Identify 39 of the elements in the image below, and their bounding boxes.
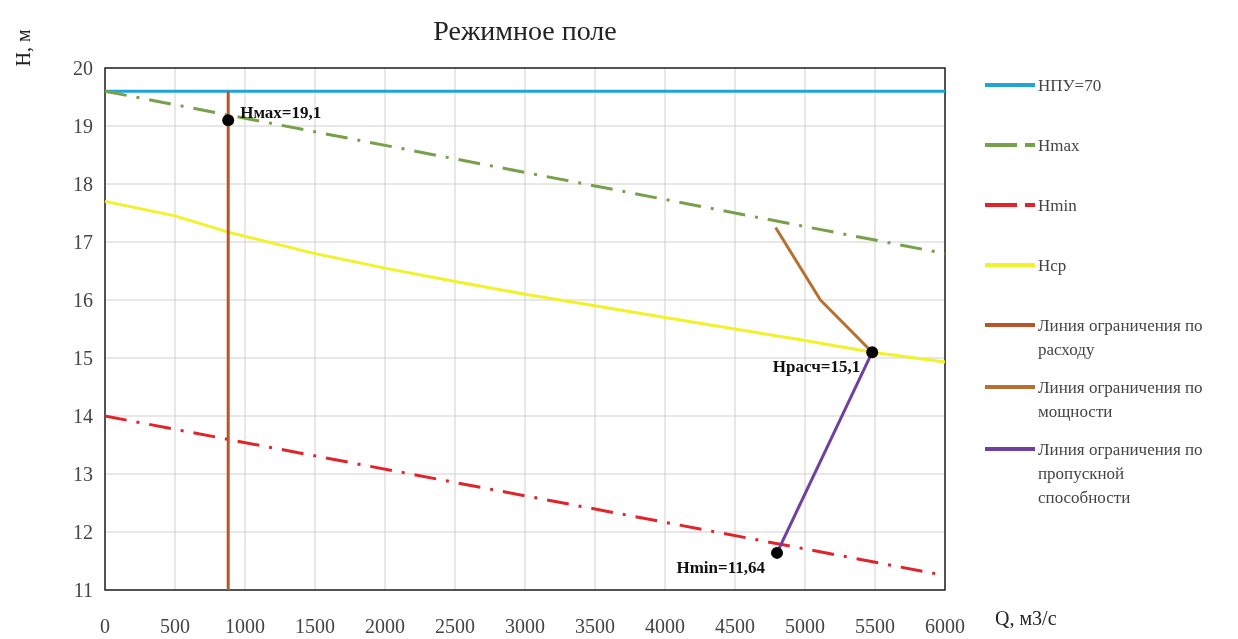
y-tick-label: 11 — [73, 579, 93, 601]
legend-label: НПУ=70 — [1038, 76, 1102, 95]
legend-label: Hmin — [1038, 196, 1078, 215]
legend-label: Линия ограничения по мощности — [1038, 378, 1203, 421]
point — [771, 546, 783, 559]
x-tick-label: 500 — [160, 615, 190, 637]
y-tick-label: 16 — [73, 289, 93, 311]
x-tick-label: 5500 — [855, 615, 895, 637]
x-tick-label: 4000 — [645, 615, 685, 637]
legend-label: Линия ограничения по расходу — [1038, 316, 1203, 359]
chart-title: Режимное поле — [433, 15, 617, 46]
x-tick-label: 0 — [100, 615, 110, 637]
x-tick-label: 3000 — [505, 615, 545, 637]
y-tick-label: 18 — [73, 173, 93, 195]
x-axis-title: Q, м3/с — [995, 607, 1057, 629]
point — [222, 114, 235, 127]
x-tick-label: 2000 — [365, 615, 405, 637]
x-tick-label: 1000 — [225, 615, 265, 637]
x-tick-label: 6000 — [925, 615, 965, 637]
x-tick-label: 4500 — [715, 615, 755, 637]
annotation: Hmin=11,64 — [676, 557, 766, 577]
y-tick-label: 17 — [73, 231, 93, 253]
y-tick-label: 14 — [73, 405, 93, 427]
annotation: Hрасч=15,1 — [772, 357, 861, 377]
x-tick-label: 2500 — [435, 615, 475, 637]
legend-label: Линия ограничения по пропускной способности — [1038, 440, 1203, 507]
point — [866, 346, 879, 359]
y-tick-label: 12 — [73, 521, 93, 543]
legend-label: Hcp — [1038, 256, 1067, 275]
annotation: Hмах=19,1 — [240, 103, 322, 123]
x-tick-label: 5000 — [785, 615, 825, 637]
legend-label: Hmax — [1038, 136, 1081, 155]
y-tick-label: 20 — [73, 57, 93, 79]
y-axis-title: Н, м — [12, 29, 34, 67]
x-tick-label: 1500 — [295, 615, 335, 637]
y-tick-label: 15 — [73, 347, 93, 369]
y-tick-label: 13 — [73, 463, 93, 485]
y-tick-label: 19 — [73, 115, 93, 137]
x-tick-label: 3500 — [575, 615, 615, 637]
